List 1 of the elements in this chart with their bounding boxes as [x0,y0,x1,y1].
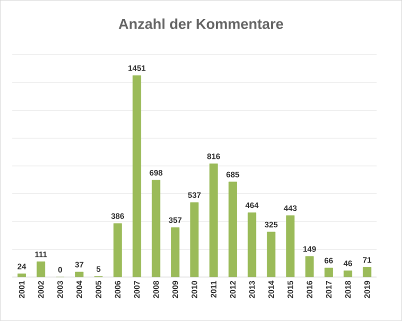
chart-title: Anzahl der Kommentare [118,18,284,30]
